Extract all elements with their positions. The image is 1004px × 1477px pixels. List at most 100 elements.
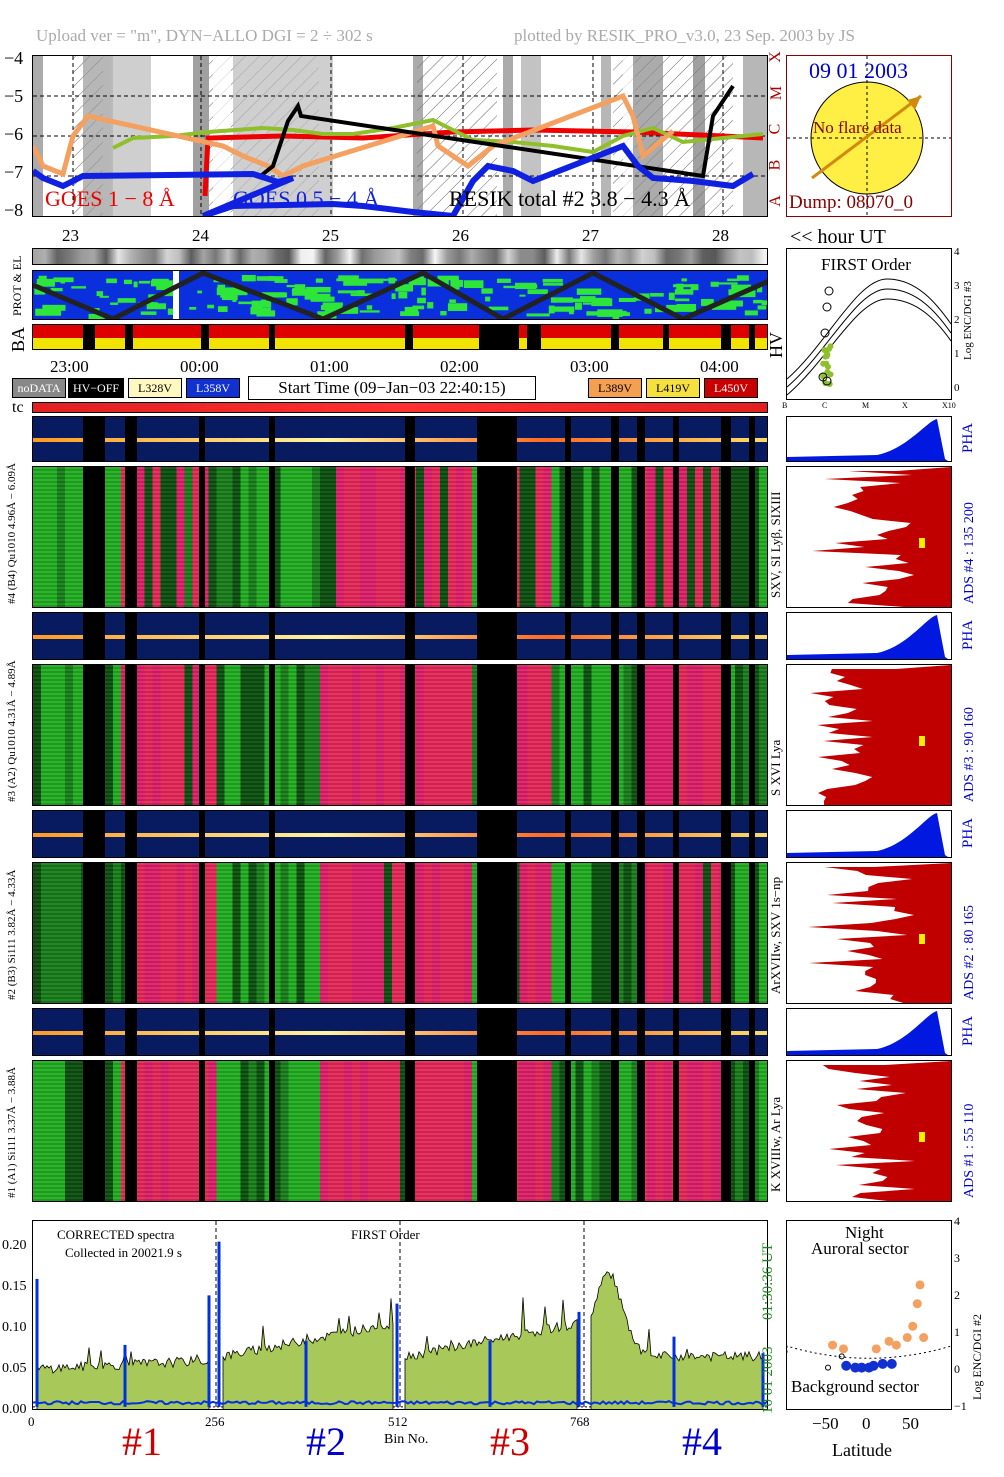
- prot-blob: [463, 280, 484, 289]
- prot-blob: [36, 278, 55, 287]
- sun-box: 09 01 2003 No flare data Dump: 08070_0: [786, 55, 952, 217]
- pha-gap: [749, 811, 755, 857]
- pha-strip: [32, 1008, 768, 1056]
- spectrogram-gap: [477, 1061, 517, 1201]
- pha-gap: [565, 1009, 571, 1055]
- pha-text: PHA: [960, 817, 976, 848]
- prot-blob: [753, 299, 763, 304]
- spectrogram-gap: [125, 467, 137, 607]
- prot-label: PROT & EL: [10, 255, 24, 316]
- pha-line: [33, 832, 767, 837]
- prot-blob: [728, 289, 742, 296]
- prot-blob: [618, 297, 636, 302]
- pha-gap: [269, 811, 275, 857]
- first-order-xtick: X10: [942, 401, 956, 410]
- spectrogram-gap: [125, 1061, 137, 1201]
- prot-blob: [503, 285, 516, 289]
- pha-gap: [405, 811, 415, 857]
- spectrogram-gap: [565, 467, 571, 607]
- latitude-ytick: 3: [954, 1251, 960, 1265]
- pha-gap: [673, 1009, 679, 1055]
- first-order-xtick: C: [822, 401, 828, 410]
- prot-blob: [514, 282, 537, 290]
- ba-label: BA: [8, 326, 28, 352]
- prot-blob: [727, 278, 739, 282]
- goes-ytick: −7: [4, 162, 24, 182]
- first-order-panel: FIRST Order: [786, 248, 952, 400]
- latitude-point-blue: [841, 1360, 852, 1371]
- latitude-bottom: Background sector: [791, 1377, 919, 1396]
- pha-hist-fill: [787, 419, 948, 461]
- prot-blob: [417, 297, 426, 304]
- prot-blob: [548, 305, 555, 314]
- prot-blob: [519, 294, 526, 297]
- prot-blob: [440, 311, 447, 316]
- first-order-open-point: [822, 302, 832, 312]
- prot-blob: [88, 313, 105, 319]
- first-order-xtick: M: [862, 401, 870, 410]
- prot-blob: [99, 295, 109, 298]
- pha-gap: [565, 613, 571, 659]
- ba-gap: [611, 325, 619, 349]
- prot-blob: [591, 298, 613, 307]
- goes-ytick: −6: [4, 124, 24, 144]
- pha-gap: [125, 811, 137, 857]
- spectrogram-gap: [721, 863, 731, 1003]
- spectrogram-gap: [637, 863, 645, 1003]
- spectrogram-gap: [721, 665, 731, 805]
- spectrogram-gap: [125, 863, 137, 1003]
- channel-axis-label: #1 (A1) Si111 3.37Å − 3.88Å: [6, 1067, 18, 1198]
- prot-blob: [756, 285, 763, 293]
- pha-hist-fill: [787, 615, 948, 659]
- prot-blob: [337, 290, 360, 294]
- prot-blob: [488, 306, 509, 311]
- prot-blob: [294, 284, 306, 291]
- pha-gap: [611, 613, 619, 659]
- pha-text: PHA: [960, 422, 976, 453]
- latitude-point-orange: [919, 1333, 929, 1343]
- latitude-plot: Night Auroral sector Background sector: [786, 1220, 952, 1410]
- first-order-ytick: 1: [954, 348, 960, 360]
- prot-blob: [286, 298, 298, 306]
- first-order-point: [824, 363, 831, 370]
- pha-gap: [721, 811, 731, 857]
- prot-blob: [395, 284, 414, 292]
- spectrogram-gap: [405, 1061, 415, 1201]
- spectrogram-gap: [83, 1061, 105, 1201]
- ba-gap: [749, 325, 755, 349]
- first-order-ytick: 2: [954, 314, 960, 326]
- spectrum-xlabel: Bin No.: [384, 1432, 429, 1447]
- latitude-xtick: 50: [902, 1414, 919, 1433]
- pha-hist-fill: [787, 1011, 948, 1055]
- prot-panel: [32, 270, 768, 320]
- goes-ytick: −4: [4, 48, 24, 68]
- l450v-box: L450V: [704, 378, 758, 398]
- spectrogram-gap: [477, 863, 517, 1003]
- pha-gap: [125, 1009, 137, 1055]
- latitude-xtick: 0: [862, 1414, 871, 1433]
- prot-blob: [268, 276, 284, 281]
- spectrum-note1: CORRECTED spectra: [57, 1227, 175, 1242]
- spectrogram-gap: [721, 1061, 731, 1201]
- prot-blob: [140, 311, 157, 315]
- prot-blob: [569, 309, 574, 315]
- prot-blob: [110, 302, 119, 305]
- hour-ut-label: << hour UT: [790, 226, 886, 248]
- channel-label-3: #3: [490, 1419, 530, 1464]
- channel-axis-label: #4 (B4) Qu1010 4.96Å − 6.09Å: [6, 463, 18, 604]
- header-upload: Upload ver = "m", DYN−ALLO DGI = 2 ÷ 302…: [36, 26, 373, 45]
- prot-blob: [256, 276, 274, 281]
- ba-gap: [663, 325, 669, 349]
- ba-panel: [32, 324, 768, 350]
- time-tick: 01:00: [310, 357, 349, 376]
- spectrogram-gap: [637, 1061, 645, 1201]
- prot-blob: [338, 275, 359, 281]
- prot-blob: [673, 284, 696, 288]
- spectrum-ytick: 0.20: [2, 1238, 27, 1253]
- spectrogram-gap: [83, 467, 105, 607]
- spectrogram-gap: [269, 467, 275, 607]
- spectrogram: [32, 466, 768, 608]
- pha-gap: [637, 811, 645, 857]
- prot-blob: [388, 277, 396, 284]
- spectrogram-texture: [33, 467, 767, 607]
